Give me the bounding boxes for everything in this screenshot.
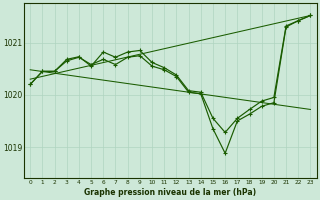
- X-axis label: Graphe pression niveau de la mer (hPa): Graphe pression niveau de la mer (hPa): [84, 188, 256, 197]
